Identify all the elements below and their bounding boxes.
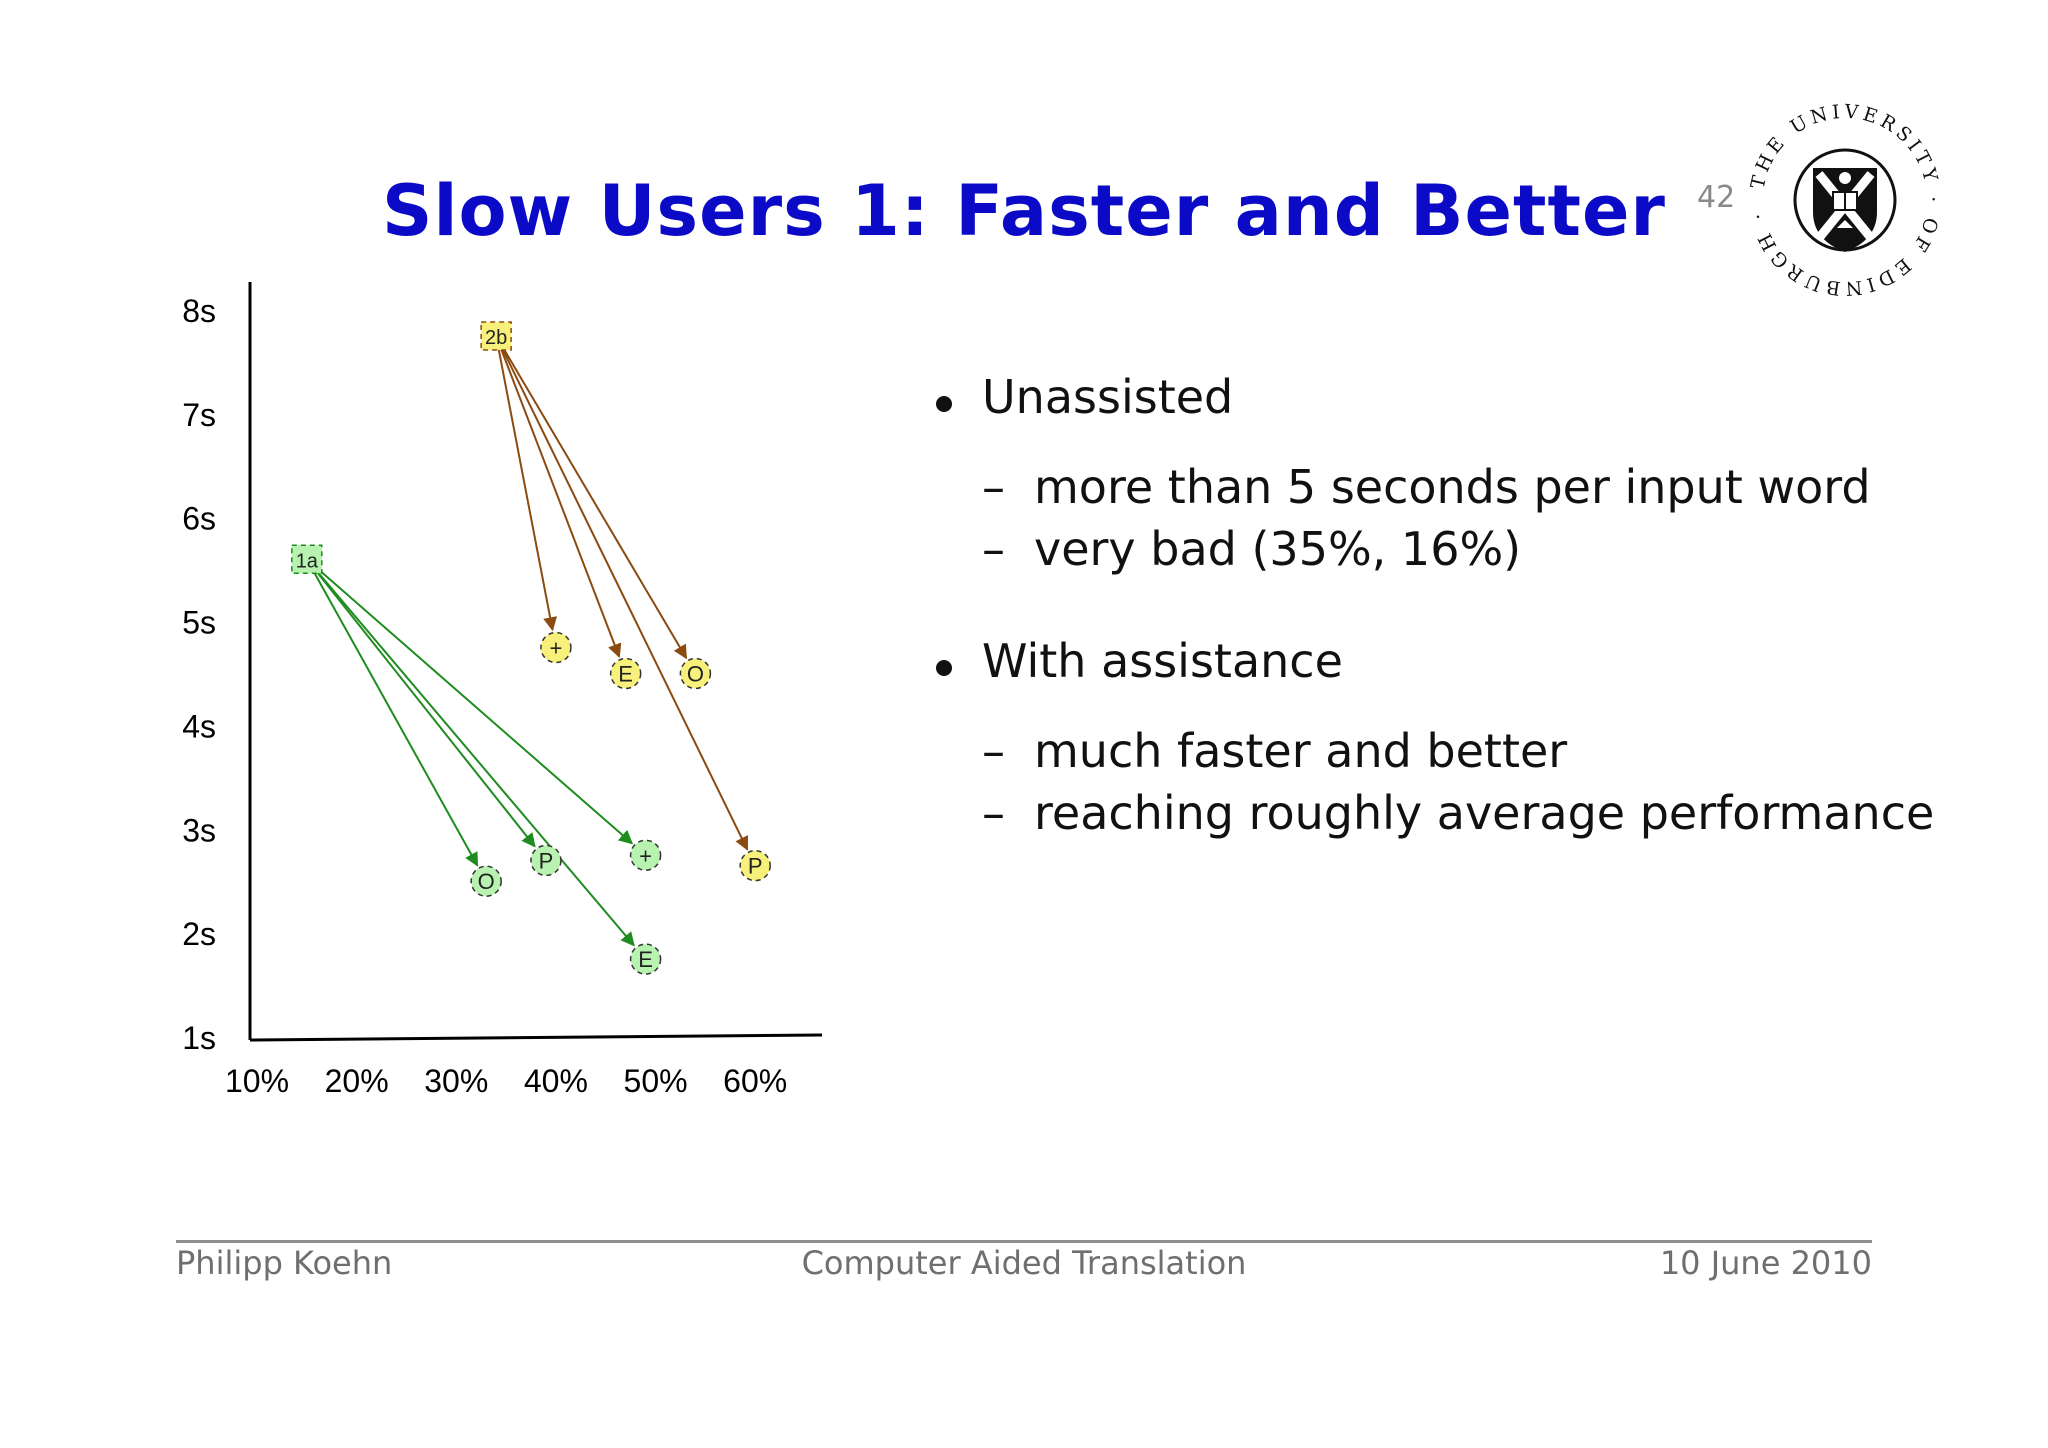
markers: 1a O P + E 2b + E O P (291, 321, 771, 975)
improvement-arrow (495, 335, 688, 660)
start-point-label: 2b (485, 327, 507, 349)
x-tick-label: 50% (624, 1063, 688, 1099)
x-tick-label: 60% (723, 1063, 787, 1099)
end-point-marker (629, 943, 662, 975)
dash-marker: – (982, 786, 1005, 840)
sub-list: – much faster and better – reaching roug… (982, 724, 1990, 840)
x-tick-label: 10% (225, 1063, 289, 1099)
y-tick-label: 8s (182, 293, 216, 329)
y-tick-label: 6s (182, 501, 216, 537)
university-logo: THE UNIVERSITY · OF EDINBURGH · (1745, 100, 1945, 300)
bullet-text: With assistance (982, 634, 1343, 688)
sub-item-text: much faster and better (1034, 724, 1568, 778)
improvement-arrow (495, 335, 749, 851)
dash-marker: – (982, 460, 1005, 514)
y-tick-label: 7s (182, 397, 216, 433)
arrows (305, 335, 749, 947)
x-tick-label: 30% (424, 1063, 488, 1099)
improvement-arrow (306, 558, 635, 947)
end-point-marker (530, 844, 562, 877)
y-tick-label: 3s (182, 812, 216, 848)
end-point-label: + (639, 843, 652, 868)
sub-item: – more than 5 seconds per input word (982, 460, 1990, 514)
dash-marker: – (982, 724, 1005, 778)
bullet-unassisted: Unassisted – more than 5 seconds per inp… (930, 370, 1990, 576)
sub-item: – much faster and better (982, 724, 1990, 778)
footer-divider (176, 1240, 1872, 1243)
end-point-marker (679, 657, 712, 690)
bullet-list: Unassisted – more than 5 seconds per inp… (930, 370, 1990, 874)
end-point-label: + (549, 636, 562, 661)
start-point-marker (291, 544, 323, 575)
end-point-marker (739, 849, 771, 882)
bullet-dot (936, 396, 952, 412)
sub-item: – very bad (35%, 16%) (982, 522, 1990, 576)
footer-title: Computer Aided Translation (801, 1244, 1247, 1282)
slide-title: Slow Users 1: Faster and Better (382, 170, 1666, 252)
sub-item-text: reaching roughly average performance (1034, 786, 1935, 840)
y-tick-label: 4s (182, 708, 216, 744)
end-point-label: P (748, 854, 763, 879)
improvement-arrow (306, 558, 634, 845)
x-axis-line (249, 1033, 823, 1042)
sub-item: – reaching roughly average performance (982, 786, 1990, 840)
x-tick-label: 40% (524, 1063, 588, 1099)
y-tick-label: 1s (182, 1020, 216, 1056)
dash-marker: – (982, 522, 1005, 576)
sub-list: – more than 5 seconds per input word – v… (982, 460, 1990, 576)
footer-date: 10 June 2010 (1659, 1244, 1872, 1282)
page-number: 42 (1697, 180, 1736, 215)
x-tick-labels: 10% 20% 30% 40% 50% 60% (225, 1063, 787, 1099)
improvement-arrow (495, 335, 622, 659)
bullet-dot (936, 660, 952, 676)
end-point-label: O (478, 869, 495, 894)
y-tick-label: 5s (182, 605, 216, 641)
x-tick-label: 20% (325, 1063, 389, 1099)
end-point-marker (470, 865, 502, 897)
bullet-text: Unassisted (982, 370, 1234, 424)
bullet-with-assistance: With assistance – much faster and better… (930, 634, 1990, 840)
end-point-label: O (687, 662, 704, 687)
end-point-label: P (539, 848, 554, 873)
end-point-marker (629, 839, 662, 871)
improvement-arrow (305, 558, 479, 867)
sub-item-text: more than 5 seconds per input word (1034, 460, 1871, 514)
sub-item-text: very bad (35%, 16%) (1034, 522, 1522, 576)
end-point-marker (540, 631, 572, 664)
improvement-arrow (306, 558, 536, 848)
start-point-marker (480, 321, 512, 351)
scatter-chart: 1s 2s 3s 4s 5s 6s 7s 8s 10% 20% 30% 40% 50% 60% 1a O P… (150, 260, 850, 1110)
y-tick-label: 2s (182, 916, 216, 952)
y-tick-labels: 1s 2s 3s 4s 5s 6s 7s 8s (182, 293, 216, 1056)
end-point-marker (609, 657, 642, 690)
improvement-arrow (495, 335, 558, 632)
end-point-label: E (618, 662, 633, 687)
footer-author: Philipp Koehn (176, 1244, 393, 1282)
start-point-label: 1a (296, 550, 319, 572)
end-point-label: E (638, 947, 653, 972)
